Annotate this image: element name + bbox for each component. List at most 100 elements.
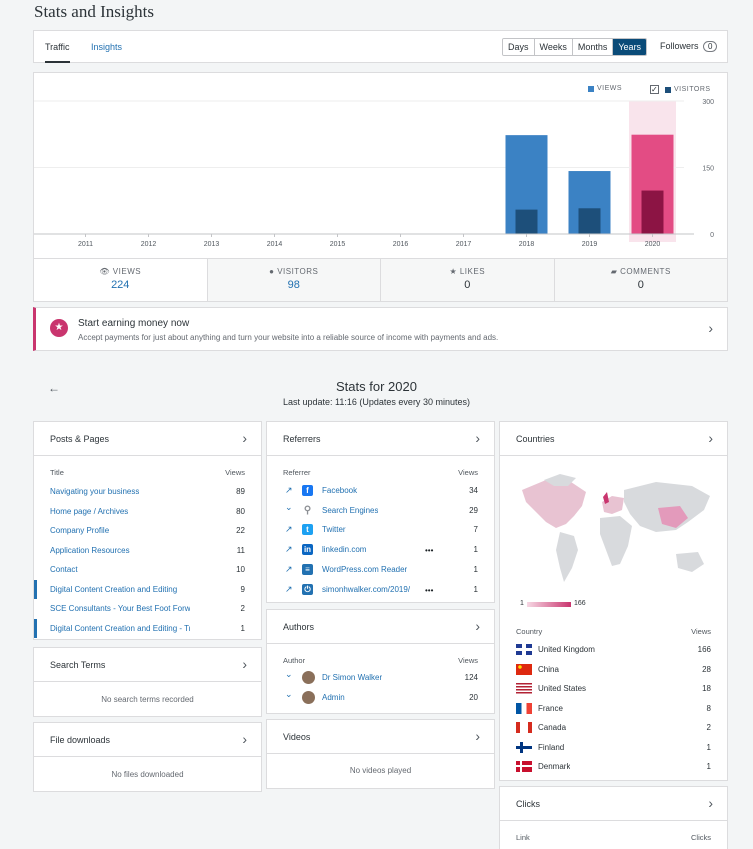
author-name[interactable]: Dr Simon Walker <box>322 673 383 682</box>
module-header[interactable]: Videos › <box>267 720 494 754</box>
referrer-label[interactable]: WordPress.com Reader <box>322 564 408 574</box>
summary-visitors[interactable]: ● VISITORS 98 <box>207 259 381 301</box>
post-row[interactable]: Company Profile 22 <box>34 521 261 541</box>
post-title[interactable]: SCE Consultants - Your Best Foot Forwa <box>50 604 190 613</box>
summary-likes-label: LIKES <box>459 267 486 276</box>
referrer-row[interactable]: ↗ f Facebook 34 <box>267 481 494 501</box>
canada-flag-icon <box>516 722 532 733</box>
module-header[interactable]: Posts & Pages › <box>34 422 261 456</box>
legend-visitors[interactable]: ✓ VISITORS <box>650 85 711 94</box>
post-title[interactable]: Application Resources <box>50 545 130 555</box>
referrer-row[interactable]: ↗ ⏻ simonhwalker.com/2019/ ••• 1 <box>267 580 494 600</box>
chevron-right-icon[interactable]: › <box>708 795 713 811</box>
country-name: Denmark <box>538 762 571 771</box>
post-row[interactable]: Home page / Archives 80 <box>34 502 261 522</box>
earn-banner[interactable]: ★ Start earning money now Accept payment… <box>33 307 728 351</box>
back-arrow-icon[interactable]: ← <box>48 381 60 395</box>
chevron-right-icon[interactable]: › <box>475 430 480 446</box>
country-views: 8 <box>706 703 711 713</box>
module-header[interactable]: File downloads › <box>34 723 261 757</box>
empty-message: No search terms recorded <box>101 695 194 704</box>
referrer-row[interactable]: ↗ in linkedin.com ••• 1 <box>267 540 494 560</box>
chevron-right-icon[interactable]: › <box>708 320 713 336</box>
visitors-bar <box>578 208 601 234</box>
country-views: 28 <box>702 664 711 674</box>
period-months[interactable]: Months <box>572 39 614 55</box>
chevron-right-icon[interactable]: › <box>708 430 713 446</box>
external-link-icon[interactable]: ↗ <box>285 544 293 555</box>
x-tick-label: 2013 <box>204 241 220 248</box>
chevron-down-icon[interactable]: ⌄ <box>285 669 293 679</box>
post-row[interactable]: SCE Consultants - Your Best Foot Forwa 2 <box>34 599 261 619</box>
referrer-row[interactable]: ↗ t Twitter 7 <box>267 520 494 540</box>
map-africa <box>600 516 632 566</box>
stats-period-title: Stats for 2020 <box>336 379 417 394</box>
author-row[interactable]: ⌄ Admin 20 <box>267 688 494 708</box>
referrer-row[interactable]: ⌄ ⚲ Search Engines 29 <box>267 501 494 521</box>
country-row: United Kingdom 166 <box>500 640 727 660</box>
chevron-down-icon[interactable]: ⌄ <box>285 689 293 699</box>
chevron-right-icon[interactable]: › <box>475 728 480 744</box>
post-title[interactable]: Digital Content Creation and Editing <box>50 584 178 594</box>
country-row: China 28 <box>500 660 727 680</box>
post-row[interactable]: Digital Content Creation and Editing - T… <box>34 618 261 638</box>
more-options-icon[interactable]: ••• <box>425 585 434 595</box>
chevron-down-icon[interactable]: ⌄ <box>285 501 293 512</box>
tab-insights[interactable]: Insights <box>91 42 123 52</box>
summary-likes[interactable]: ★ LIKES 0 <box>381 259 555 301</box>
summary-comments[interactable]: ▰ COMMENTS 0 <box>554 259 727 301</box>
earn-title: Start earning money now <box>78 318 190 329</box>
referrer-row[interactable]: ↗ ≡ WordPress.com Reader 1 <box>267 560 494 580</box>
chevron-right-icon[interactable]: › <box>242 430 247 446</box>
map-china <box>658 506 688 528</box>
referrer-label[interactable]: simonhwalker.com/2019/ <box>322 584 410 594</box>
tab-traffic[interactable]: Traffic <box>45 31 70 63</box>
followers-button[interactable]: Followers 0 <box>660 41 718 52</box>
chevron-right-icon[interactable]: › <box>242 731 247 747</box>
post-views: 1 <box>240 623 245 633</box>
module-header[interactable]: Clicks › <box>500 787 727 821</box>
period-days[interactable]: Days <box>503 39 535 55</box>
more-options-icon[interactable]: ••• <box>425 546 434 556</box>
module-header[interactable]: Referrers › <box>267 422 494 456</box>
referrer-label[interactable]: linkedin.com <box>322 545 367 555</box>
post-row[interactable]: Digital Content Creation and Editing 9 <box>34 579 261 599</box>
y-tick-label: 150 <box>702 166 714 173</box>
map-australia <box>676 552 704 572</box>
summary-views-value: 224 <box>111 279 130 291</box>
author-name[interactable]: Admin <box>322 693 345 702</box>
scale-gradient <box>527 602 571 607</box>
period-years[interactable]: Years <box>613 39 647 55</box>
chevron-right-icon[interactable]: › <box>475 618 480 634</box>
external-link-icon[interactable]: ↗ <box>285 524 293 535</box>
post-title[interactable]: Home page / Archives <box>50 506 129 516</box>
referrer-label[interactable]: Facebook <box>322 486 358 495</box>
visitors-bar <box>641 190 664 234</box>
chevron-right-icon[interactable]: › <box>242 656 247 672</box>
module-header[interactable]: Authors › <box>267 610 494 644</box>
module-header[interactable]: Search Terms › <box>34 648 261 682</box>
module-header[interactable]: Countries › <box>500 422 727 456</box>
post-row[interactable]: Navigating your business 89 <box>34 482 261 502</box>
period-weeks[interactable]: Weeks <box>534 39 573 55</box>
summary-comments-value: 0 <box>637 279 644 291</box>
summary-views[interactable]: 👁 VIEWS 224 <box>34 259 208 301</box>
visitors-checkbox[interactable]: ✓ <box>650 85 659 94</box>
referrer-label[interactable]: Search Engines <box>322 505 379 515</box>
post-title[interactable]: Contact <box>50 565 78 574</box>
comment-icon: ▰ <box>610 267 618 276</box>
stats-nav: Traffic Insights Days Weeks Months Years… <box>33 30 728 63</box>
external-link-icon[interactable]: ↗ <box>285 583 293 594</box>
col-author: Author <box>283 656 306 665</box>
post-title[interactable]: Digital Content Creation and Editing - T… <box>50 623 190 633</box>
summary-visitors-label: VISITORS <box>277 267 319 276</box>
post-row[interactable]: Application Resources 11 <box>34 541 261 561</box>
external-link-icon[interactable]: ↗ <box>285 563 293 574</box>
referrer-label[interactable]: Twitter <box>322 525 346 535</box>
summary-tabs: 👁 VIEWS 224 ● VISITORS 98 ★ LIKES 0 ▰ CO… <box>34 258 727 301</box>
external-link-icon[interactable]: ↗ <box>285 485 293 495</box>
author-row[interactable]: ⌄ Dr Simon Walker 124 <box>267 668 494 688</box>
post-title[interactable]: Company Profile <box>50 526 110 535</box>
post-row[interactable]: Contact 10 <box>34 560 261 580</box>
post-title[interactable]: Navigating your business <box>50 487 140 496</box>
